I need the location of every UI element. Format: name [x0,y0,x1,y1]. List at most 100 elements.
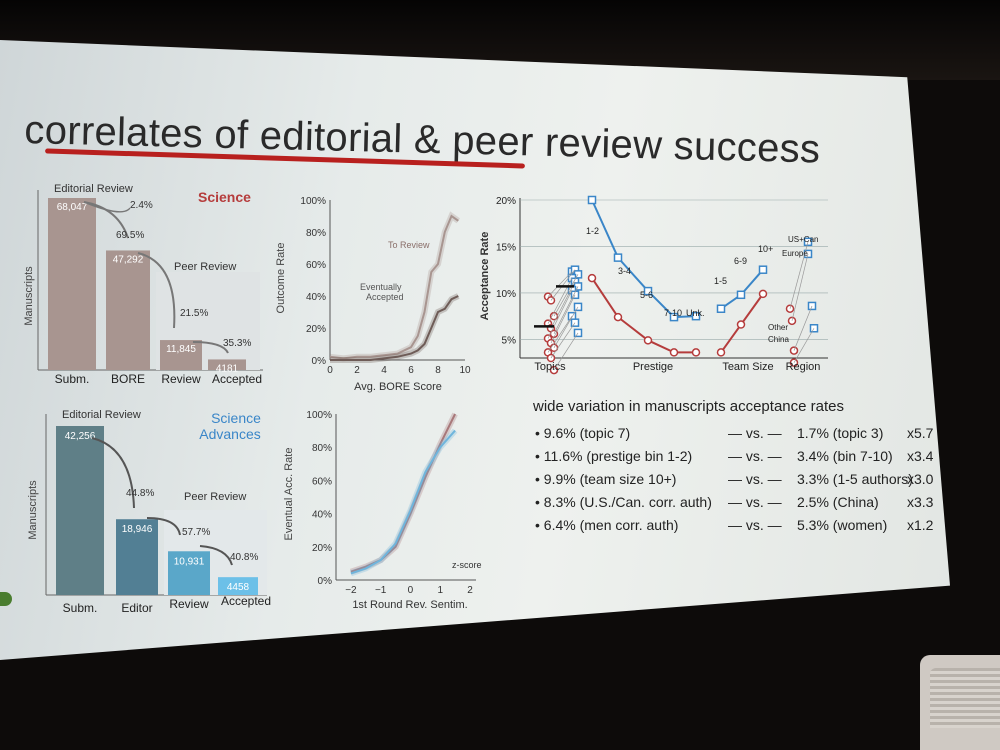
c3-team-label: 6-9 [734,256,747,266]
c3-point-circle [691,348,701,357]
c1-category: Accepted [212,372,262,386]
stat-vs: — vs. — [728,425,782,441]
x-tick: 1 [437,585,443,596]
y-tick: 0% [318,576,333,587]
c1-category: Review [161,372,201,386]
c3-prestige-label: 1-2 [586,226,599,236]
c4-pct-1: 44.8% [126,488,154,499]
c3-prestige-label: 5-6 [640,290,653,300]
c1-pct-3: 21.5% [180,308,208,319]
x-tick: 2 [354,365,360,376]
c4-category: Editor [121,601,152,615]
c3-region-label: US+Can [788,235,818,244]
bore-outcome-chart: Outcome Rate 0% 20% 40% 60% 80% 100% 0 2 4 6 8 10 T… [275,196,471,393]
c4-bar-value: 10,931 [174,556,205,567]
acceptance-rate-chart: Acceptance Rate 5% 10% 15% 20% Topics Presti… [479,195,828,375]
c4-bar [56,426,104,595]
y-tick: 60% [306,260,326,271]
c2-ylabel: Outcome Rate [275,243,287,314]
c3-point-circle [787,316,797,326]
c3-point-square [613,253,623,262]
c1-peer-label: Peer Review [174,261,236,273]
series-line [350,429,456,575]
c3-point-circle [716,348,726,357]
c3-point-circle [669,348,679,357]
c3-topic-link [550,322,576,359]
c3-region-link [789,241,809,309]
stat-ratio: x3.0 [907,471,934,487]
c3-team-label: 1-5 [714,276,727,286]
c3-prestige-label: 7-10 [664,308,682,318]
c3-region-label: China [768,335,789,344]
c3-y-tick: 10% [496,289,516,300]
series-band [349,428,458,577]
sentiment-chart: Eventual Acc. Rate 0% 20% 40% 60% 80% 100% −2 −… [283,410,482,611]
c3-point-circle [643,336,653,345]
c3-point-square [669,312,679,322]
x-tick: −2 [345,585,357,596]
c3-topic-link [547,315,573,353]
c3-region-link [791,253,809,321]
stat-left: • 6.4% (men corr. auth) [535,517,679,533]
stat-vs: — vs. — [728,517,782,533]
y-tick: 80% [312,443,332,454]
c3-group-label: Region [786,361,821,373]
c4-arrow-2 [146,517,181,536]
series-band [349,412,458,575]
c3-point-circle [613,312,623,322]
c3-topic-link [553,286,579,334]
c1-editorial-label: Editorial Review [54,183,133,195]
c3-topic-link [547,289,573,339]
c3-topic-link [550,294,576,344]
c1-arrow-3 [137,252,176,329]
x-tick: 10 [459,365,471,376]
c4-arrow-1 [91,437,135,509]
c3-region-link [793,328,815,363]
c1-bar-value: 47,292 [113,254,144,265]
c5-zscore: z-score [452,560,482,570]
stat-vs: — vs. — [728,471,782,487]
y-tick: 0% [312,356,327,367]
c1-category: BORE [111,372,145,386]
stat-vs: — vs. — [728,494,782,510]
c4-bar [218,577,258,595]
x-tick: 4 [381,365,387,376]
c1-journal: Science [198,189,251,205]
y-tick: 80% [306,228,326,239]
c1-arrow-1 [83,201,129,239]
c1-pct-1: 2.4% [130,200,153,211]
c1-ylabel: Manuscripts [23,266,35,326]
c4-category: Accepted [221,594,271,608]
c4-journal-2: Advances [199,426,260,442]
c1-bar [208,359,246,370]
c4-journal-1: Science [211,410,261,426]
c3-point-square [716,304,726,313]
c4-ylabel: Manuscripts [27,480,39,540]
y-tick: 100% [306,410,332,421]
stat-right: 3.4% (bin 7-10) [797,448,893,464]
c1-category: Subm. [55,372,90,386]
c3-team-label: 10+ [758,244,773,254]
series-line [329,214,459,360]
science-funnel-chart: Manuscripts 68,047 47,292 11,845 4181 Edito… [23,183,263,386]
stat-ratio: x5.7 [907,425,934,441]
c1-bar [48,198,96,370]
stat-left: • 9.9% (team size 10+) [535,471,677,487]
c4-peer-label: Peer Review [184,491,246,503]
c1-pct-4: 35.3% [223,338,251,349]
c1-bar-value: 4181 [216,363,239,374]
y-tick: 40% [312,510,332,521]
c2-label-accepted-2: Accepted [366,292,404,302]
c1-arrow-2 [83,201,131,213]
c1-bar [160,340,202,370]
c1-bar-value: 68,047 [57,202,88,213]
x-tick: 8 [435,365,441,376]
c3-topic-link [550,281,576,329]
stat-right: 3.3% (1-5 authors) [797,471,913,487]
x-tick: −1 [375,585,387,596]
x-tick: 0 [408,585,414,596]
c2-label-review: To Review [388,240,430,250]
c3-point-square [570,290,580,300]
c3-group-label: Prestige [633,361,673,373]
c3-point-circle [785,304,795,313]
